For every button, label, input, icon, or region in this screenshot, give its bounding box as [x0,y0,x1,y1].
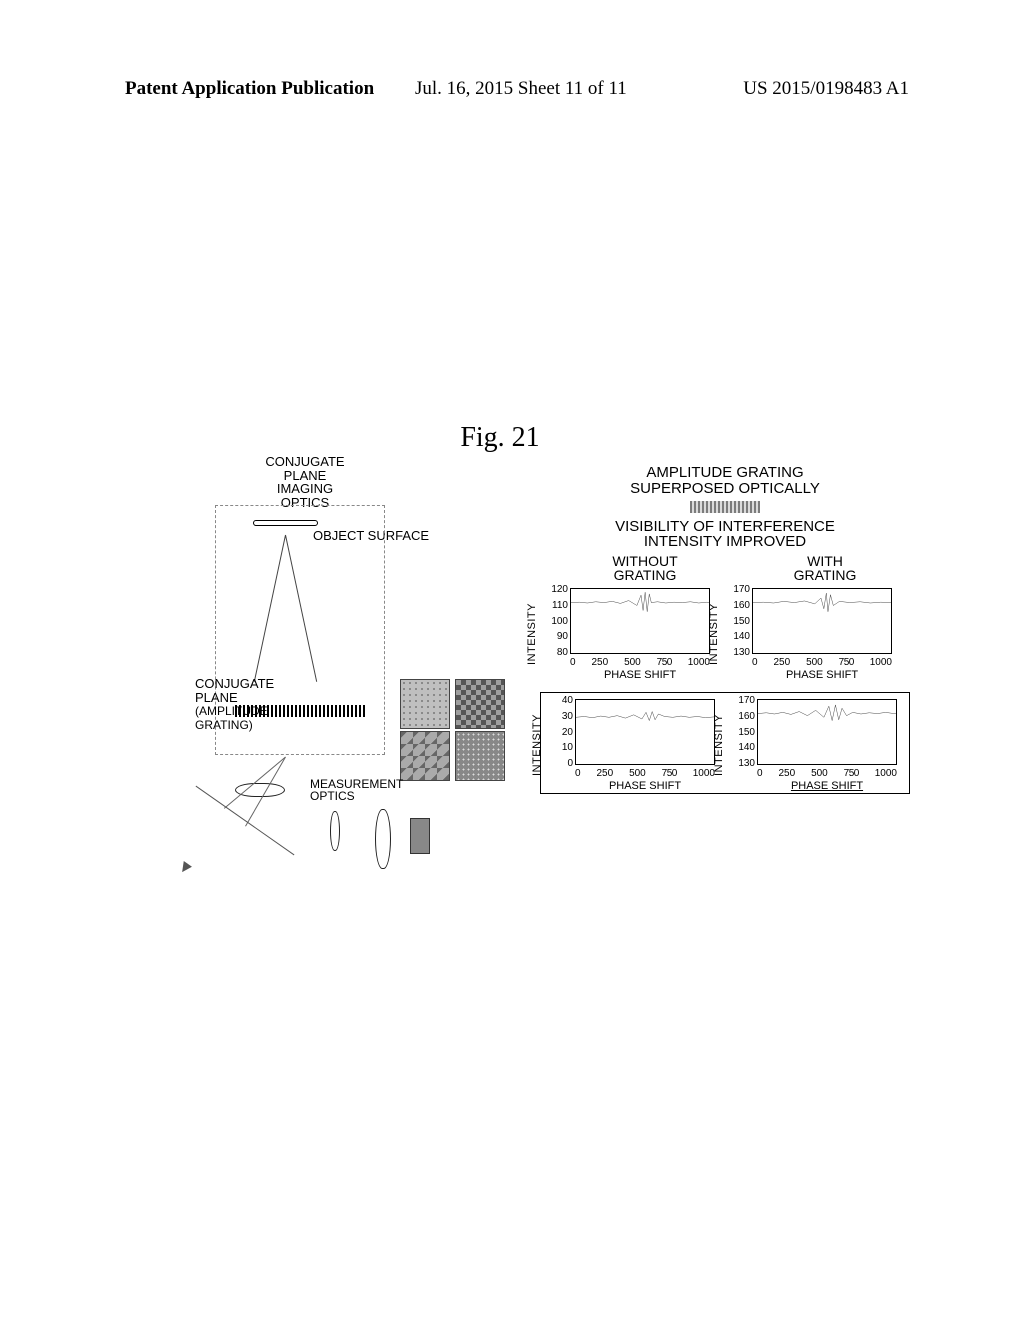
label-conjugate-plane: CONJUGATEPLANE [195,676,274,705]
texture-sample [455,679,505,729]
texture-sample [400,731,450,781]
optical-setup-diagram: CONJUGATEPLANEIMAGINGOPTICS OBJECT SURFA… [195,455,570,880]
chart-top-right: INTENSITY 170 160 150 140 130 0250500750… [722,588,892,680]
chart-xlabel: PHASE SHIFT [757,780,897,792]
label-measurement-optics: MEASUREMENTOPTICS [310,778,430,802]
chart-xlabel: PHASE SHIFT [570,669,710,681]
lens-icon [330,811,340,851]
header-mid: Jul. 16, 2015 Sheet 11 of 11 [415,78,627,100]
texture-sample [400,679,450,729]
charts-bottom-row-box: INTENSITY 40 30 20 10 0 02505007501000 P… [540,692,910,794]
chart-ylabel: INTENSITY [526,603,538,665]
chart-xlabel: PHASE SHIFT [752,669,892,681]
lens-icon [375,809,391,869]
chart-xticks: 02505007501000 [757,768,897,779]
chart-yticks: 120 110 100 90 80 [548,584,568,658]
figure-title: Fig. 21 [460,422,539,454]
ray-line [224,757,286,809]
label-amplitude-grating-paren: (AMPLITUDEGRATING) [195,704,268,732]
detector-icon [410,818,430,854]
object-surface-slit [253,520,318,526]
label-visibility-improved: VISIBILITY OF INTERFERENCEINTENSITY IMPR… [540,519,910,551]
header-right: US 2015/0198483 A1 [743,78,909,100]
chart-bottom-left: INTENSITY 40 30 20 10 0 02505007501000 P… [545,699,715,791]
probe-tip-icon [178,861,192,875]
chart-yticks: 170 160 150 140 130 [730,584,750,658]
texture-sample [455,731,505,781]
label-amplitude-grating-superposed: AMPLITUDE GRATINGSUPERPOSED OPTICALLY [540,465,910,497]
chart-top-left: INTENSITY 120 110 100 90 80 025050075010… [540,588,710,680]
chart-ylabel: INTENSITY [713,714,725,776]
label-conjugate-plane-amplitude-grating: CONJUGATEPLANE (AMPLITUDEGRATING) [195,677,290,732]
charts-area: AMPLITUDE GRATINGSUPERPOSED OPTICALLY VI… [540,465,910,806]
label-conjugate-plane-imaging-optics: CONJUGATEPLANEIMAGINGOPTICS [245,455,365,510]
header-left: Patent Application Publication [125,78,374,100]
chart-yticks: 170 160 150 140 130 [735,695,755,769]
column-label-with-grating: WITHGRATING [760,554,890,582]
chart-xticks: 02505007501000 [752,657,892,668]
chart-xticks: 02505007501000 [575,768,715,779]
chart-yticks: 40 30 20 10 0 [553,695,573,769]
grating-swatch-icon [690,501,760,513]
chart-ylabel: INTENSITY [708,603,720,665]
lens-icon [235,783,285,797]
chart-xticks: 02505007501000 [570,657,710,668]
chart-xlabel: PHASE SHIFT [575,780,715,792]
chart-bottom-right: INTENSITY 170 160 150 140 130 0250500750… [727,699,897,791]
chart-ylabel: INTENSITY [531,714,543,776]
column-label-without-grating: WITHOUTGRATING [580,554,710,582]
